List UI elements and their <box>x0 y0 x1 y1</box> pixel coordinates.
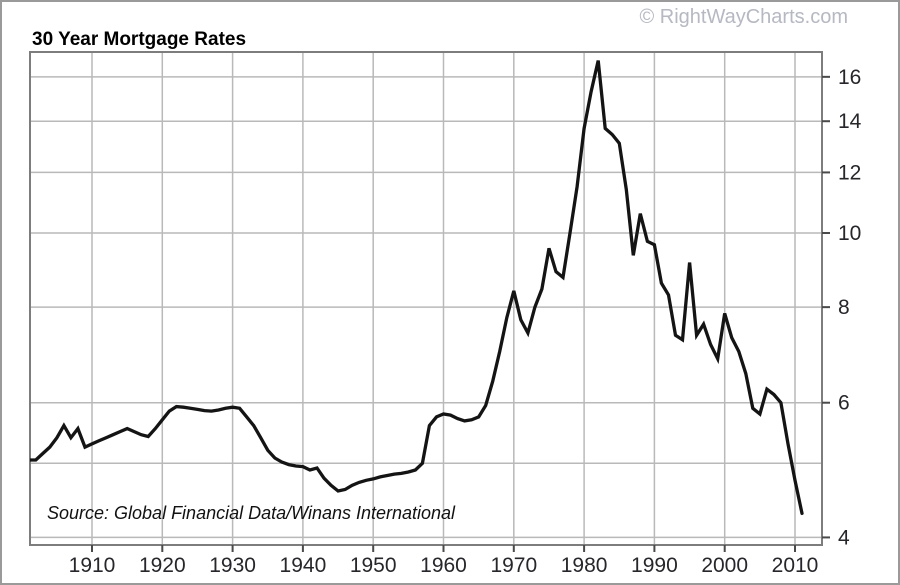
watermark: © RightWayCharts.com <box>639 6 849 28</box>
y-tick-label: 16 <box>838 66 861 89</box>
x-tick-label: 1920 <box>139 554 186 577</box>
y-tick-label: 4 <box>838 526 850 549</box>
data-line <box>30 60 804 516</box>
y-tick-label: 8 <box>838 296 850 319</box>
y-tick-label: 12 <box>838 161 861 184</box>
x-tick-label: 1970 <box>490 554 537 577</box>
y-tick-label: 14 <box>838 110 862 133</box>
x-tick-label: 1940 <box>280 554 327 577</box>
x-tick-label: 1980 <box>561 554 608 577</box>
x-tick-label: 2000 <box>701 554 748 577</box>
x-tick-label: 1990 <box>631 554 678 577</box>
source-note: Source: Global Financial Data/Winans Int… <box>47 503 456 523</box>
x-tick-label: 1910 <box>69 554 116 577</box>
y-tick-label: 10 <box>838 222 861 245</box>
chart-title: 30 Year Mortgage Rates <box>32 29 247 50</box>
x-tick-label: 1930 <box>209 554 256 577</box>
x-tick-label: 1950 <box>350 554 397 577</box>
plot-border <box>29 51 823 546</box>
y-tick-label: 6 <box>838 392 850 415</box>
x-tick-label: 2010 <box>772 554 819 577</box>
x-tick-label: 1960 <box>420 554 467 577</box>
